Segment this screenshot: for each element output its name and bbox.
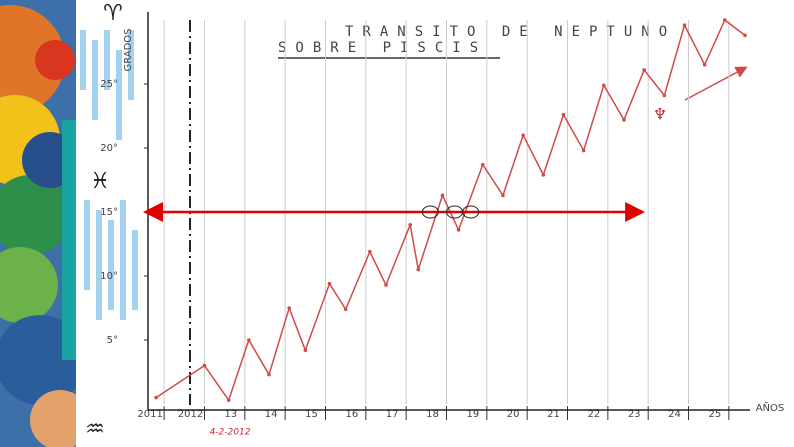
data-point xyxy=(287,306,291,310)
x-tick-label: 20 xyxy=(507,409,520,420)
data-point xyxy=(247,338,251,342)
data-point xyxy=(602,83,606,88)
x-tick-label: 14 xyxy=(265,409,278,420)
y-tick-label: 20° xyxy=(100,143,118,154)
x-tick-label: 21 xyxy=(547,409,560,420)
blue-stripes xyxy=(80,30,138,320)
y-tick-label: 25° xyxy=(100,79,118,90)
data-point xyxy=(501,193,505,198)
data-point xyxy=(481,162,485,167)
crossing-circle xyxy=(462,205,480,219)
x-tick-label: 18 xyxy=(426,409,439,420)
y-tick-label: 5° xyxy=(107,335,118,346)
x-tick-label: 19 xyxy=(466,409,479,420)
data-point xyxy=(303,348,308,353)
pisces-symbol: ♓ xyxy=(90,169,110,194)
x-tick-label: 2012 xyxy=(178,409,203,420)
data-point xyxy=(702,63,707,67)
x-tick-label: 2011 xyxy=(137,409,162,420)
data-point xyxy=(642,68,646,72)
teal-strip xyxy=(62,120,76,360)
paper xyxy=(76,2,794,447)
data-point xyxy=(154,395,158,400)
data-point xyxy=(561,112,566,117)
data-point xyxy=(384,283,388,287)
data-point xyxy=(368,249,372,254)
x-tick-label: 13 xyxy=(224,409,237,420)
y-tick-label: 15° xyxy=(100,207,118,218)
data-point xyxy=(521,133,525,137)
crossing-circle xyxy=(421,205,439,219)
x-tick-label: 22 xyxy=(587,409,600,420)
data-point xyxy=(267,372,271,377)
chart-title: TRANSITO DE NEPTUNO xyxy=(345,24,676,40)
x-tick-label: 16 xyxy=(345,409,358,420)
data-point xyxy=(408,223,412,227)
start-date: 4-2-2012 xyxy=(210,428,251,438)
data-point xyxy=(440,193,445,198)
x-tick-label: 25 xyxy=(708,409,721,420)
x-tick-label: 15 xyxy=(305,409,318,420)
data-point xyxy=(226,398,231,402)
y-tick-label: 10° xyxy=(100,271,118,282)
mandala xyxy=(0,0,90,447)
x-tick-label: 23 xyxy=(628,409,641,420)
y-axis-label: GRADOS xyxy=(123,28,134,71)
x-tick-label: 17 xyxy=(386,409,399,420)
x-tick-label: 24 xyxy=(668,409,681,420)
data-point xyxy=(541,173,546,177)
data-point xyxy=(662,93,667,98)
data-point xyxy=(416,267,421,272)
aquarius-symbol: ♒ xyxy=(85,417,105,442)
direction-arrow xyxy=(684,66,748,101)
data-point xyxy=(343,307,348,312)
data-point xyxy=(743,33,747,38)
aries-symbol: ♈ xyxy=(103,1,123,26)
x-axis-label: AÑOS xyxy=(756,401,785,414)
data-point xyxy=(581,148,586,153)
data-point xyxy=(682,23,687,27)
data-point xyxy=(327,281,332,286)
data-point xyxy=(622,118,626,122)
data-point xyxy=(202,363,207,368)
data-point xyxy=(723,18,727,22)
data-point xyxy=(456,228,461,232)
chart-subtitle: SOBRE PISCIS xyxy=(278,40,487,56)
neptune-symbol: ♆ xyxy=(653,105,667,124)
